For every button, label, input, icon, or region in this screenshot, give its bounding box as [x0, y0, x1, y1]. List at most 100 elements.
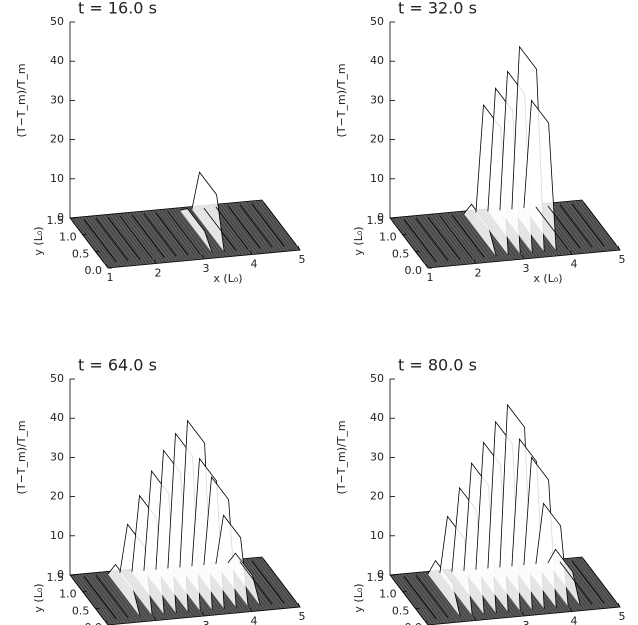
floor-mesh: [89, 216, 128, 267]
floor-mesh: [226, 203, 265, 254]
floor-mesh: [229, 202, 269, 254]
floor-mesh: [421, 571, 461, 623]
surface-column: [215, 206, 249, 250]
floor-mesh: [73, 217, 112, 268]
floor-mesh: [434, 213, 473, 264]
surface-column: [167, 211, 201, 255]
surface-column: [251, 203, 285, 247]
floor-mesh: [418, 572, 457, 623]
floor-mesh: [428, 214, 467, 265]
floor-mesh: [242, 558, 281, 609]
surface-column: [71, 577, 105, 621]
x-tick-label: 3: [203, 619, 210, 625]
z-axis-label: (T−T_m)/T_m: [15, 63, 28, 137]
surface-column: [583, 202, 617, 246]
surface-column: [95, 218, 129, 262]
surface-column: [203, 207, 237, 251]
x-tick-label: 2: [155, 267, 162, 280]
floor-mesh: [396, 574, 435, 625]
x-tick-label: 5: [299, 610, 306, 623]
floor-mesh: [249, 558, 288, 609]
floor-mesh: [460, 211, 499, 262]
x-tick-label: 2: [475, 267, 482, 280]
floor-mesh: [127, 212, 166, 263]
floor-mesh: [101, 214, 141, 266]
floor-mesh: [105, 214, 144, 265]
floor-mesh: [245, 201, 285, 252]
floor-mesh: [105, 571, 144, 622]
floor-mesh: [114, 213, 153, 264]
surface-column: [547, 205, 581, 249]
floor-mesh: [133, 211, 173, 263]
z-tick-label: 0: [57, 568, 64, 581]
floor-mesh: [175, 207, 214, 259]
surface-column: [239, 561, 273, 605]
x-tick: [249, 607, 253, 612]
surface-column: [227, 552, 261, 606]
z-tick-label: 20: [50, 490, 64, 503]
x-tick: [569, 607, 573, 612]
z-tick-label: 10: [50, 529, 64, 542]
surface-column: [559, 561, 593, 605]
x-tick-label: 1: [427, 271, 434, 284]
x-tick: [617, 245, 621, 251]
surface-column: [571, 560, 605, 604]
floor-mesh: [82, 573, 121, 624]
z-tick-label: 40: [370, 411, 384, 424]
floor-mesh: [399, 216, 438, 268]
floor-mesh: [415, 572, 454, 623]
surface-column: [427, 216, 461, 260]
z-tick-label: 50: [370, 15, 384, 28]
x-tick: [297, 602, 301, 608]
y-tick-label: 1.0: [59, 231, 77, 244]
floor-mesh: [572, 200, 611, 252]
floor-mesh: [393, 574, 432, 625]
surface-column: [119, 215, 153, 259]
floor-mesh: [137, 211, 176, 262]
y-tick-label: 1.5: [367, 571, 385, 584]
y-axis-label: y (L₀): [352, 583, 365, 612]
y-tick-label: 1.0: [379, 231, 397, 244]
floor-mesh: [447, 212, 486, 263]
floor-mesh: [258, 200, 297, 251]
floor-mesh: [569, 558, 608, 609]
floor-mesh: [92, 215, 131, 267]
floor-mesh: [453, 211, 493, 263]
floor-mesh: [412, 215, 451, 267]
floor-mesh: [255, 557, 294, 608]
floor-mesh: [553, 202, 592, 253]
floor-mesh: [236, 202, 275, 253]
z-tick-label: 20: [370, 133, 384, 146]
x-tick: [201, 611, 205, 617]
surface-column: [131, 214, 165, 258]
floor-mesh: [399, 573, 438, 625]
surface-column: [391, 577, 425, 621]
x-tick: [617, 602, 621, 608]
floor-mesh: [575, 557, 614, 608]
x-tick-label: 4: [251, 258, 258, 271]
floor-mesh: [258, 557, 297, 608]
floor-mesh: [85, 573, 125, 624]
y-tick-label: 1.5: [47, 571, 65, 584]
x-tick: [521, 611, 525, 617]
x-tick: [473, 616, 477, 621]
surface-column: [523, 99, 557, 251]
floor-mesh: [249, 201, 288, 252]
surface-column: [547, 548, 581, 606]
floor-mesh: [95, 215, 134, 266]
z-tick-label: 40: [50, 411, 64, 424]
floor-mesh: [402, 216, 441, 267]
surface-column: [451, 214, 485, 258]
floor-mesh: [415, 215, 454, 266]
floor-mesh: [130, 212, 169, 263]
z-tick-label: 10: [370, 172, 384, 185]
z-tick-label: 30: [50, 450, 64, 463]
surface-column: [83, 219, 117, 263]
z-tick-label: 50: [50, 372, 64, 385]
floor-mesh: [79, 573, 118, 625]
y-tick-label: 0.5: [72, 247, 90, 260]
surface-column: [439, 215, 473, 259]
floor-mesh: [153, 210, 192, 261]
floor-mesh: [76, 574, 115, 625]
